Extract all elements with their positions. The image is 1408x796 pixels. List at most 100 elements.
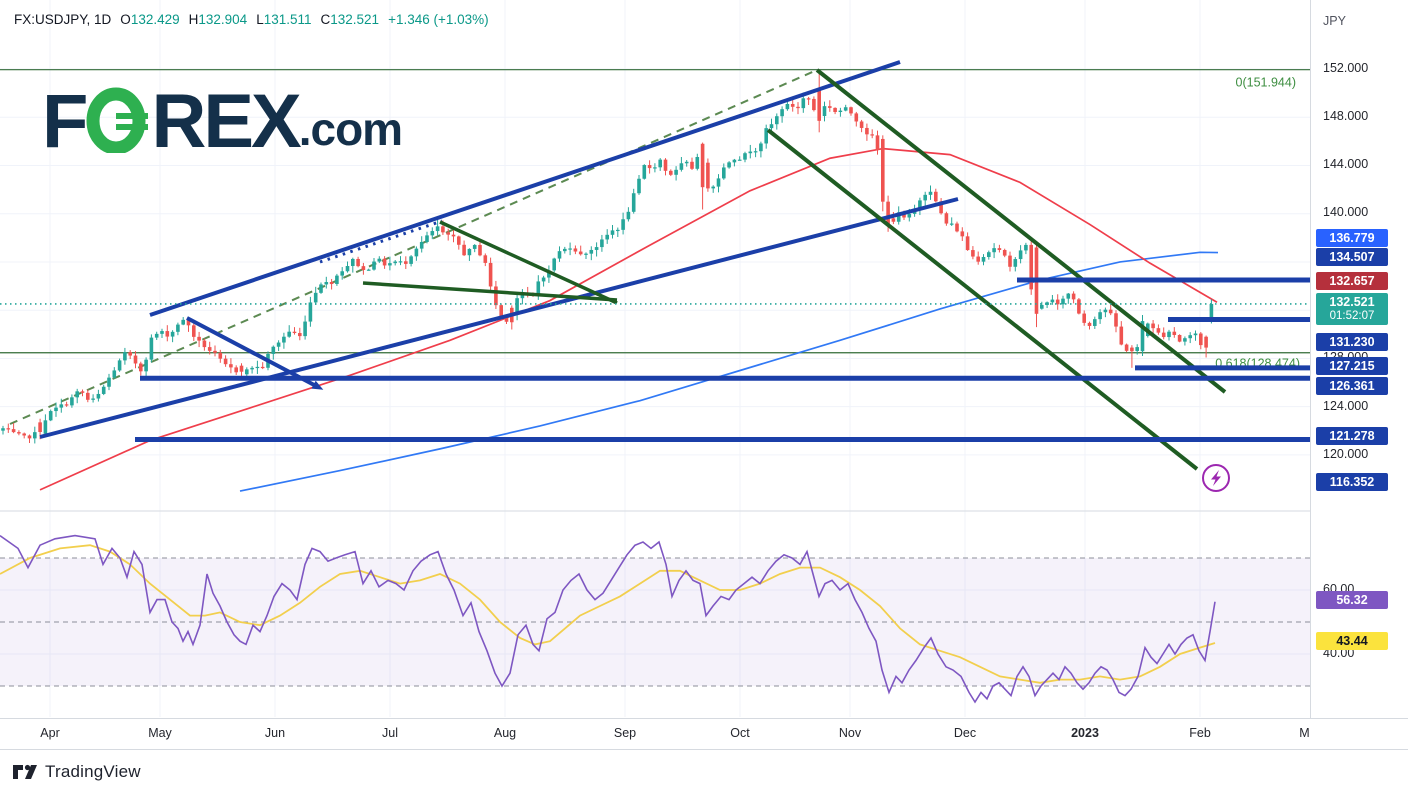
open-value: 132.429 [130,12,180,27]
time-axis-label[interactable]: Jul [382,726,398,740]
candle-body [1045,302,1049,305]
time-axis-label[interactable]: Oct [730,726,750,740]
candle-body [319,284,323,293]
falling-channel-upper[interactable] [815,68,1227,394]
price-badge: 131.230 [1316,333,1388,351]
time-axis-label[interactable]: Apr [40,726,60,740]
price-badge: 126.361 [1316,377,1388,395]
rising-channel-lower[interactable] [39,197,959,439]
candle-body [992,248,996,253]
candle-body [218,352,223,359]
ma-red-line[interactable] [39,147,1218,491]
price-axis-label: 140.000 [1323,205,1369,219]
rsi-band [0,558,1310,686]
candle-body [54,407,58,412]
candle-body [753,151,758,153]
candle-body [64,404,69,406]
candle-body [690,161,694,169]
time-axis-label[interactable]: Sep [613,726,637,740]
candle-body [154,333,159,338]
candle-body [499,305,503,317]
time-axis-label[interactable]: Aug [493,726,517,740]
candle-body [1,428,5,431]
candle-body [123,352,127,361]
candle-body [48,411,53,421]
ma-blue-line[interactable] [239,251,1219,492]
candle-body [414,248,419,257]
rising-channel-upper[interactable] [149,60,901,317]
candle-body [600,239,604,248]
price-axis[interactable]: JPY152.000148.000144.000140.000128.00012… [1310,0,1408,748]
tradingview-logo-icon [13,764,37,779]
candle-body [271,346,276,354]
candle-body [843,107,848,111]
price-badge: 134.507 [1316,248,1388,266]
candle-body [679,163,684,170]
candle-body [451,234,456,237]
candle-body [207,347,212,351]
candle-body [928,191,933,195]
may-breakdown-line[interactable] [186,316,319,389]
time-axis-label[interactable]: 2023 [1071,726,1099,740]
summer-wedge-lower[interactable] [362,281,618,302]
candle-body [1066,293,1071,299]
candle-body [292,331,297,334]
candle-body [748,151,753,154]
forex-com-watermark: F REX .com [42,84,403,160]
candle-body [1050,299,1055,303]
falling-channel-lower[interactable] [766,128,1199,471]
candle-body [1119,326,1124,345]
time-axis-label[interactable]: Dec [953,726,977,740]
candle-body [192,325,196,337]
tradingview-attribution[interactable]: TradingView [12,760,141,784]
candle-body [684,161,689,164]
time-axis[interactable]: Apr May Jun Jul Aug Sep Oct Nov Dec 2023 Feb Mar [0,718,1408,750]
candle-body [340,271,344,276]
rsi-line[interactable] [0,534,1216,704]
price-badge: 127.215 [1316,357,1388,375]
chart-canvas[interactable]: 0(151.944)0.618(128.474) [0,0,1310,748]
candle-body [722,167,726,179]
symbol-title[interactable]: FX:USDJPY, 1D [14,12,112,27]
time-axis-label[interactable]: Jun [264,726,286,740]
candle-body [1029,244,1033,290]
candle-body [393,261,397,264]
time-axis-label[interactable]: May [148,726,172,740]
time-axis-label[interactable]: Mar [1299,726,1310,740]
candle-body [149,337,154,360]
candle-body [234,367,238,373]
candle-body [329,282,334,284]
candle-body [626,211,631,220]
candle-body [1130,347,1134,352]
candle-body [345,266,350,272]
candle-body [144,359,148,372]
price-badge: 56.32 [1316,591,1388,609]
candle-body [80,391,85,393]
time-axis-label[interactable]: Feb [1189,726,1211,740]
candle-body [1209,303,1214,321]
candle-body [165,331,170,337]
price-axis-label: 144.000 [1323,157,1369,171]
time-axis-label[interactable]: Nov [838,726,862,740]
candle-body [653,167,657,169]
summer-wedge-upper[interactable] [439,220,618,305]
candle-body [1124,344,1129,351]
candle-body [547,270,551,278]
candle-body [743,153,747,160]
candle-body [483,255,488,263]
candle-body [886,201,890,226]
candle-body [552,258,556,271]
candle-body [33,432,37,439]
candle-body [1077,299,1081,314]
candle-body [737,159,742,161]
high-value: 132.904 [198,12,248,27]
logo-o-icon [86,87,150,158]
candle-body [955,223,959,232]
dotted-resistance[interactable] [319,219,443,264]
candle-body [223,358,228,365]
candle-body [112,370,117,378]
candle-body [594,247,599,250]
candle-body [17,432,21,434]
price-axis-label: 124.000 [1323,399,1369,413]
candle-body [250,367,254,370]
